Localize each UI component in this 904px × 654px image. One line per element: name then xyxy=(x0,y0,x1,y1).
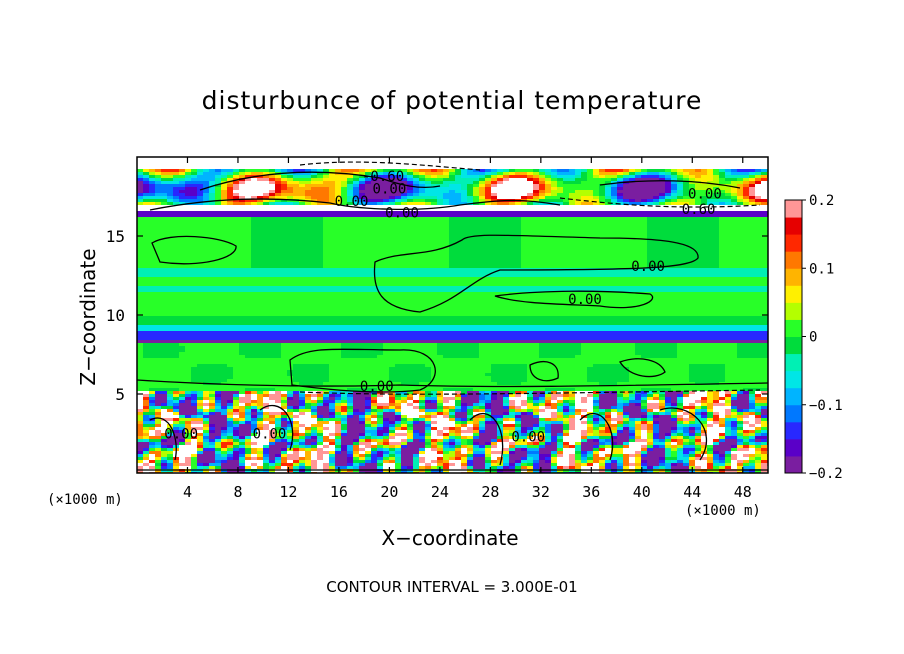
contour-label: -0.60 xyxy=(362,169,404,185)
contour-line xyxy=(199,171,441,191)
contour-line xyxy=(599,180,741,189)
x-tick-label: 12 xyxy=(279,483,297,501)
colorbar-swatch xyxy=(785,251,802,269)
contour-line xyxy=(659,407,707,461)
contour-label: 0.00 xyxy=(253,427,287,443)
contour-line xyxy=(259,404,294,451)
contour-label: 0.00 xyxy=(335,194,369,210)
x-tick-label: 48 xyxy=(734,483,752,501)
x-tick-label: 4 xyxy=(183,483,192,501)
contour-line xyxy=(529,361,559,382)
contour-label: 0.00 xyxy=(360,379,394,395)
colorbar-swatch xyxy=(785,268,802,286)
colorbar-swatch xyxy=(785,421,802,440)
contour-label: 0.60 xyxy=(682,202,716,218)
y-unit-label: (×1000 m) xyxy=(47,492,123,508)
x-tick-label: 8 xyxy=(233,483,242,501)
contour-line xyxy=(494,290,653,309)
contour-label: 0.00 xyxy=(511,430,545,446)
colorbar: 0.2 0.1 0 −0.1 −0.2 xyxy=(784,193,843,482)
contour-line xyxy=(151,235,237,265)
colorbar-tick-label: 0.2 xyxy=(809,193,834,209)
colorbar-swatch xyxy=(785,336,802,355)
contour-label: 0.00 xyxy=(688,186,722,202)
x-tick-label: 16 xyxy=(330,483,348,501)
contour-line xyxy=(469,413,504,466)
x-unit-label: (×1000 m) xyxy=(685,503,761,519)
colorbar-tick-label: −0.2 xyxy=(809,466,843,482)
colorbar-swatch xyxy=(785,438,802,457)
heatmap-field xyxy=(137,157,768,473)
contour-line xyxy=(149,417,177,461)
y-tick-label: 15 xyxy=(106,227,125,246)
x-tick-label: 36 xyxy=(582,483,600,501)
contour-label: 0.00 xyxy=(568,292,602,308)
contour-line xyxy=(137,379,768,388)
colorbar-swatch xyxy=(785,387,802,406)
colorbar-tick-label: 0.1 xyxy=(809,261,834,277)
contour-line xyxy=(579,412,614,461)
colorbar-swatch xyxy=(785,234,802,252)
colorbar-swatch xyxy=(785,404,802,423)
colorbar-swatch xyxy=(785,370,802,389)
contour-labels: -0.600.000.000.000.000.600.000.000.000.0… xyxy=(164,169,721,446)
x-tick-label: 24 xyxy=(431,483,449,501)
contour-label: 0.00 xyxy=(373,182,407,198)
x-axis-label: X−coordinate xyxy=(381,526,519,550)
colorbar-swatch xyxy=(785,455,802,474)
contour-lines xyxy=(137,161,768,471)
colorbar-swatch xyxy=(785,217,802,235)
y-tick-label: 5 xyxy=(115,385,125,404)
contour-label: 0.00 xyxy=(631,259,665,275)
contour-line xyxy=(373,234,699,313)
contour-line xyxy=(149,198,561,211)
colorbar-swatch xyxy=(785,302,802,320)
x-tick-label: 44 xyxy=(683,483,701,501)
y-tick-label: 10 xyxy=(106,306,125,325)
colorbar-swatch xyxy=(785,319,802,337)
colorbar-tick-label: −0.1 xyxy=(809,398,843,414)
x-tick-label: 32 xyxy=(532,483,550,501)
contour-line xyxy=(619,358,666,378)
y-ticks: 5 10 15 xyxy=(106,227,768,404)
colorbar-swatch xyxy=(785,200,802,218)
colorbar-swatch xyxy=(785,285,802,303)
chart-title: disturbunce of potential temperature xyxy=(201,86,703,115)
contour-line xyxy=(289,348,436,393)
x-tick-label: 28 xyxy=(481,483,499,501)
colorbar-swatch xyxy=(785,353,802,372)
contour-line-negative xyxy=(559,197,761,208)
contour-line-negative xyxy=(299,389,761,395)
colorbar-tick-label: 0 xyxy=(809,330,817,346)
y-axis-label: Z−coordinate xyxy=(76,248,100,386)
contour-label: 0.00 xyxy=(385,205,419,221)
contour-interval-note: CONTOUR INTERVAL = 3.000E-01 xyxy=(326,578,578,596)
contour-label: 0.00 xyxy=(164,427,198,443)
x-ticks: 4 8 12 16 20 24 28 32 36 40 44 48 xyxy=(183,157,752,501)
x-tick-label: 40 xyxy=(633,483,651,501)
x-tick-label: 20 xyxy=(380,483,398,501)
